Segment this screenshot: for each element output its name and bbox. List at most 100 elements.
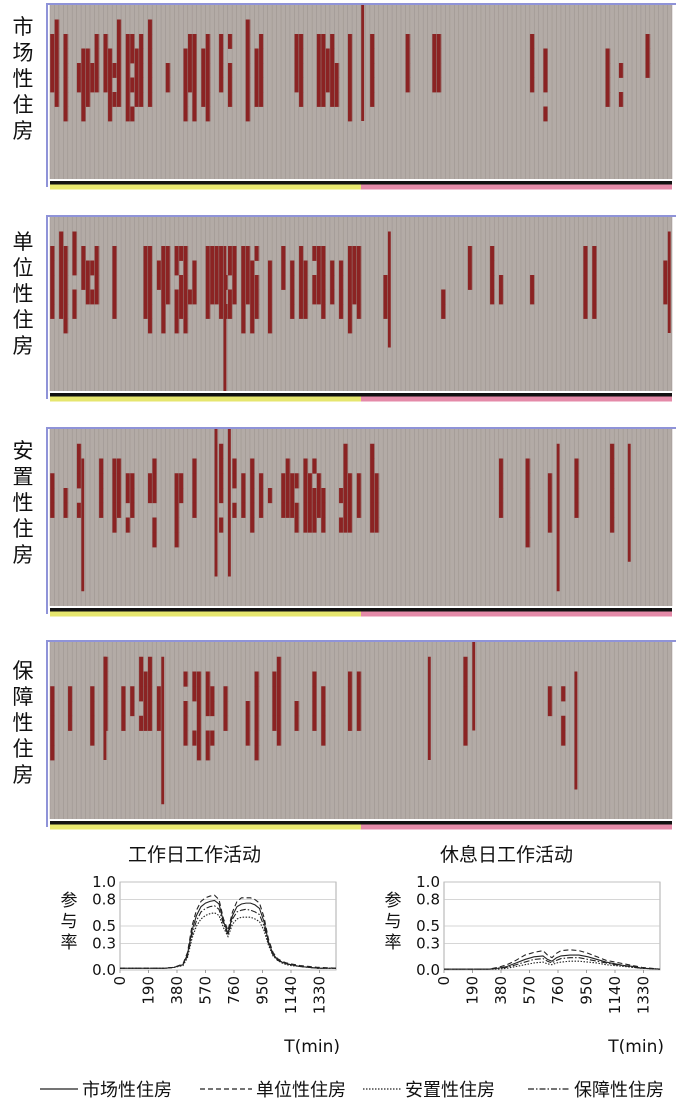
- heatmap-cell: [547, 517, 553, 533]
- heatmap-cell: [289, 304, 295, 319]
- x-tick-label: 570: [197, 976, 215, 1005]
- heatmap-cell: [165, 289, 171, 305]
- heatmap-cell: [223, 246, 227, 391]
- heatmap-cell: [161, 275, 166, 290]
- heatmap-cell: [94, 260, 100, 276]
- heatmap-cell: [245, 730, 251, 746]
- heatmap-cell: [129, 106, 135, 122]
- heatmap-cell: [427, 656, 431, 760]
- heatmap-cell: [227, 34, 233, 49]
- y-tick-label: 1.0: [92, 873, 116, 891]
- heatmap-cell: [298, 260, 304, 276]
- heatmap-cell: [356, 260, 362, 276]
- heatmap-cell: [196, 715, 202, 731]
- heatmap-cell: [249, 275, 255, 290]
- x-tick-label: 950: [578, 976, 596, 1005]
- heatmap-cell: [592, 289, 597, 305]
- heatmap-cell: [241, 275, 246, 290]
- heatmap-cell: [112, 458, 118, 474]
- heatmap-cell: [321, 304, 326, 319]
- heatmap-cell: [58, 275, 64, 290]
- heatmap-cell: [294, 77, 300, 93]
- panel-label-affordable: 保障性住房: [12, 659, 34, 787]
- heatmap-cell: [321, 289, 326, 305]
- heatmap-cell: [241, 488, 246, 504]
- heatmap-cell: [63, 488, 69, 504]
- heatmap-cell: [81, 246, 86, 261]
- heatmap-cell: [294, 34, 300, 49]
- x-tick-label: 0: [435, 976, 453, 986]
- heatmap-cell: [574, 671, 578, 790]
- heatmap-cell: [463, 656, 469, 672]
- heatmap-cell: [498, 458, 504, 474]
- heatmap-cell: [436, 63, 442, 78]
- heatmap-cell: [218, 246, 224, 261]
- heatmap-cell: [556, 443, 560, 592]
- heatmap-cell: [356, 686, 362, 702]
- heatmap-cell: [605, 92, 611, 107]
- heatmap-cell: [112, 246, 118, 261]
- heatmap-cell: [183, 106, 189, 122]
- y-axis-label: 率: [385, 933, 402, 953]
- x-tick-label: 1330: [635, 976, 653, 1014]
- heatmap-cell: [307, 473, 313, 489]
- heatmap-cell: [81, 275, 86, 290]
- series-line: [120, 905, 336, 969]
- heatmap-cell: [183, 77, 189, 93]
- heatmap-cell: [94, 34, 100, 49]
- heatmap-cell: [321, 701, 326, 717]
- heatmap-cell: [165, 63, 171, 78]
- heatmap-cell: [560, 715, 566, 731]
- heatmap-cell: [165, 275, 171, 290]
- heatmap-cell: [369, 77, 375, 93]
- heatmap-cell: [276, 730, 282, 746]
- heatmap-cell: [347, 686, 353, 702]
- heatmap-cell: [298, 289, 304, 305]
- heatmap-cell: [227, 63, 233, 78]
- heatmap-cell: [618, 63, 624, 78]
- heatmap-cell: [254, 671, 260, 687]
- heatmap-cell: [547, 502, 553, 518]
- heatmap-cell: [609, 443, 615, 459]
- heatmap-cell: [54, 19, 60, 35]
- heatmap-cell: [241, 502, 246, 518]
- heatmap-cell: [112, 488, 118, 504]
- heatmap-cell: [329, 260, 335, 276]
- heatmap-cell: [147, 246, 153, 261]
- heatmap-cell: [50, 48, 55, 64]
- heatmap-cell: [312, 502, 317, 518]
- heatmap-cell: [303, 517, 309, 533]
- heatmap-cell: [72, 289, 78, 305]
- panel-label-market: 市场性住房: [12, 15, 34, 143]
- heatmap-cell: [129, 701, 135, 717]
- heatmap-cell: [89, 77, 95, 93]
- heatmap-cell: [183, 289, 189, 305]
- heatmap-cell: [329, 92, 335, 107]
- heatmap-cell: [249, 488, 255, 504]
- heatmap-cell: [89, 715, 95, 731]
- heatmap-cell: [356, 671, 362, 687]
- heatmap-cell: [183, 671, 189, 687]
- heatmap-cell: [174, 502, 180, 518]
- heatmap-cell: [129, 34, 135, 49]
- y-axis-label: 参: [61, 891, 78, 911]
- heatmap-cell: [209, 275, 215, 290]
- heatmap-cell: [178, 246, 184, 261]
- heatmap-cell: [50, 473, 55, 489]
- heatmap-cell: [72, 246, 78, 261]
- heatmap-cell: [143, 686, 149, 702]
- heatmap-cell: [605, 63, 611, 78]
- heatmap-cell: [574, 458, 580, 474]
- heatmap-cell: [316, 246, 322, 261]
- heatmap-cell: [147, 473, 153, 489]
- heatmap-cell: [125, 106, 131, 122]
- heatmap-cell: [227, 260, 233, 276]
- heatmap-cell: [254, 730, 260, 746]
- heatmap-cell: [50, 715, 55, 731]
- heatmap-cell: [245, 92, 251, 107]
- heatmap-cell: [405, 34, 411, 49]
- series-line: [120, 894, 337, 969]
- heatmap-cell: [174, 318, 180, 334]
- heatmap-cell: [81, 106, 86, 122]
- heatmap-cell: [205, 686, 211, 702]
